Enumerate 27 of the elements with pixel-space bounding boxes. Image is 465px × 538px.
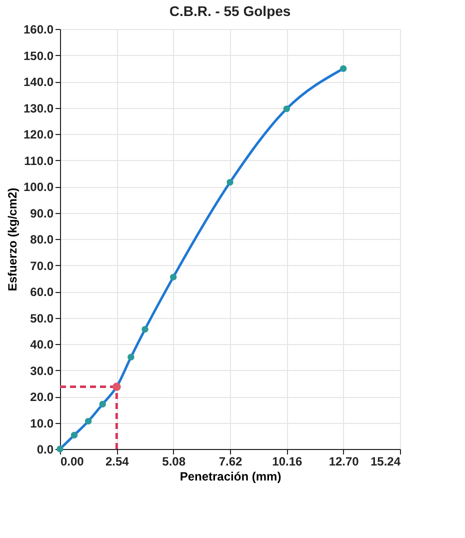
y-tick-label: 50.0: [30, 311, 54, 326]
y-tick-label: 70.0: [30, 258, 54, 273]
y-tick-label: 140.0: [23, 75, 54, 89]
y-tick-label: 90.0: [30, 206, 54, 220]
x-tick-label: 0.00: [60, 454, 84, 468]
x-tick-label: 2.54: [105, 454, 130, 468]
chart-title: C.B.R. - 55 Golpes: [169, 3, 291, 19]
y-tick-label: 60.0: [30, 285, 54, 299]
y-tick-label: 20.0: [30, 390, 54, 404]
y-tick-label: 110.0: [24, 154, 54, 168]
x-axis-title: Penetración (mm): [180, 470, 282, 484]
y-tick-label: 80.0: [30, 232, 54, 246]
x-tick-label: 12.70: [328, 454, 360, 468]
x-tick-label: 10.16: [272, 454, 303, 468]
y-tick-label: 0.0: [36, 442, 54, 456]
x-tick-label: 7.62: [218, 454, 242, 468]
y-tick-label: 160.0: [23, 22, 54, 36]
y-tick-label: 100.0: [23, 180, 54, 194]
y-tick-label: 10.0: [30, 416, 54, 430]
y-tick-label: 130.0: [23, 101, 54, 116]
y-axis-title: Esfuerzo (kg/cm2): [5, 188, 20, 292]
x-tick-label: 15.24: [370, 454, 401, 468]
x-tick-label: 5.08: [162, 454, 186, 468]
y-tick-label: 150.0: [23, 48, 54, 63]
y-tick-label: 120.0: [23, 128, 54, 142]
y-tick-label: 30.0: [30, 364, 54, 378]
y-tick-label: 40.0: [30, 338, 54, 352]
